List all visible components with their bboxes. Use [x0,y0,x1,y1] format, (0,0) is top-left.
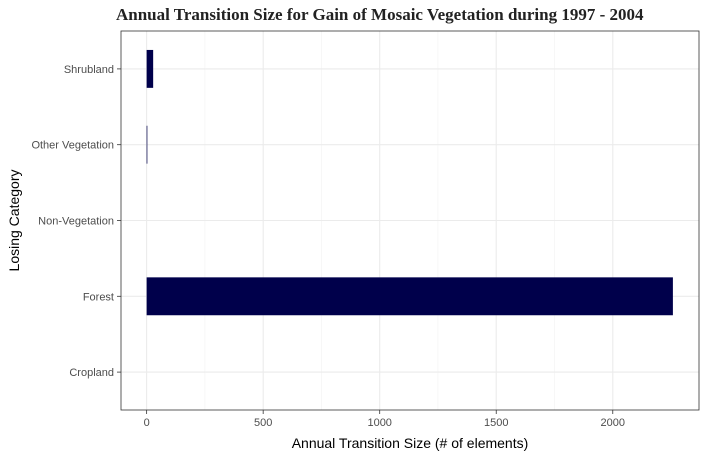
x-tick-label: 2000 [601,417,625,429]
axes: 0 500 1000 1500 2000 Cropland Forest Non-Vegeta… [31,64,625,429]
x-tick-label: 1500 [484,417,508,429]
y-tick-label: Non-Vegetation [38,216,114,228]
y-axis-title: Losing Category [6,170,22,272]
y-tick-label: Other Vegetation [31,140,114,152]
y-tick-label: Shrubland [64,64,114,76]
x-tick-label: 500 [254,417,272,429]
x-tick-label: 1000 [367,417,391,429]
x-axis-title: Annual Transition Size (# of elements) [292,435,529,451]
bar-shrubland [146,49,154,88]
bar-other-vegetation [146,125,148,164]
chart-title: Annual Transition Size for Gain of Mosai… [116,5,644,24]
bars [146,49,673,316]
y-tick-label: Forest [83,291,114,303]
x-tick-label: 0 [144,417,150,429]
bar-forest [146,277,673,316]
grid-lines [121,31,699,410]
y-tick-label: Cropland [69,367,114,379]
